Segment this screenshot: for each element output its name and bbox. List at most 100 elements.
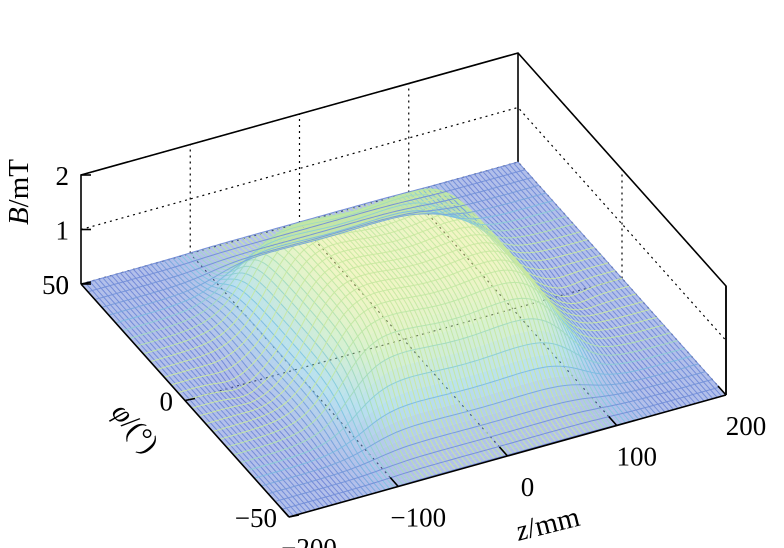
surface-patch [424,300,432,308]
surface-patch [149,297,157,303]
surface-patch [304,274,313,284]
surface-patch [547,205,556,211]
surface-patch [355,465,364,472]
surface-patch [467,442,476,449]
surface-patch [540,264,549,270]
surface-patch [274,481,283,487]
surface-patch [523,197,532,203]
surface-patch [429,438,438,446]
surface-patch [510,182,518,188]
surface-patch [557,241,566,247]
surface-patch [255,330,263,341]
surface-patch [225,285,234,293]
surface-patch [393,278,402,284]
surface-patch [282,271,290,283]
surface-patch [312,499,321,505]
surface-patch [418,360,427,374]
surface-patch [399,329,408,341]
surface-patch [424,271,433,277]
surface-patch [426,430,435,440]
surface-patch [331,484,340,490]
surface-patch [216,409,225,415]
surface-patch [437,407,445,419]
surface-patch [302,346,311,359]
surface-patch [523,203,531,208]
surface-patch [268,468,277,474]
surface-patch [412,475,421,481]
surface-patch [131,302,140,308]
surface-patch [481,231,490,237]
surface-patch [350,262,358,268]
surface-patch [238,302,247,313]
surface-patch [412,388,421,403]
surface-patch [237,312,246,322]
surface-patch [388,465,397,472]
surface-patch [251,443,260,449]
surface-patch [491,192,500,198]
surface-patch [586,267,595,273]
surface-patch [368,277,377,283]
surface-patch [334,331,342,344]
surface-patch [289,330,297,344]
surface-patch [515,282,523,290]
surface-patch [476,205,485,211]
surface-patch [496,352,505,367]
surface-patch [276,470,284,476]
surface-patch [537,237,546,242]
surface-patch [398,455,407,463]
surface-patch [166,268,175,274]
surface-patch [578,240,587,246]
surface-patch [200,380,209,386]
surface-patch [387,264,396,270]
surface-patch [247,444,256,450]
surface-patch [280,443,289,450]
surface-patch [264,464,273,470]
surface-patch [529,191,537,197]
surface-patch [468,323,477,336]
surface-patch [366,241,375,247]
surface-patch [362,264,371,270]
surface-patch [295,479,304,486]
surface-patch [515,219,524,224]
surface-patch [276,343,285,354]
surface-patch [399,272,407,278]
surface-patch [498,200,507,205]
surface-patch [158,363,166,369]
surface-patch [306,350,315,363]
surface-patch [190,392,199,398]
surface-patch [448,459,456,466]
surface-patch [292,450,300,456]
surface-patch [459,338,467,352]
surface-patch [326,490,335,496]
surface-patch [490,220,499,225]
surface-patch [430,286,439,293]
surface-patch [456,277,465,285]
surface-patch [474,173,483,179]
surface-patch [91,294,100,300]
surface-patch [408,291,417,297]
surface-patch [519,282,528,291]
surface-patch [471,188,480,194]
surface-patch [415,413,423,425]
surface-patch [572,227,581,233]
surface-patch [554,256,563,262]
surface-patch [491,215,500,220]
surface-patch [512,191,521,197]
surface-patch [481,204,489,210]
surface-patch [560,276,568,282]
surface-patch [374,476,383,482]
surface-patch [391,476,400,482]
surface-patch [411,274,419,280]
surface-patch [275,475,284,481]
surface-patch [488,227,497,231]
surface-patch [401,467,409,474]
surface-patch [451,379,460,393]
surface-patch [547,230,556,235]
surface-patch [173,348,181,354]
surface-patch [381,347,389,361]
surface-patch [273,339,282,351]
surface-patch [195,410,204,416]
surface-patch [242,305,250,316]
surface-patch [396,239,405,245]
surface-patch [386,477,395,484]
